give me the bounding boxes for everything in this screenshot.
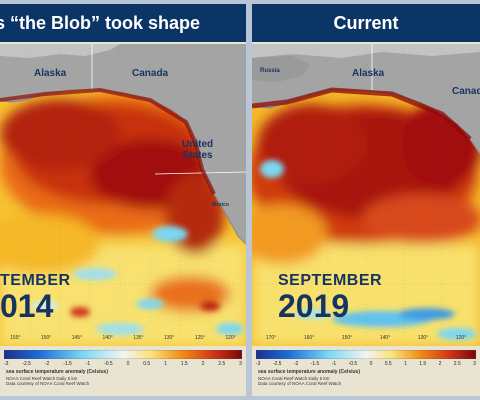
caption-line: NOAA Coral Reef Watch Daily 5 km: [258, 375, 330, 381]
cbar-tick: 2: [438, 361, 442, 367]
cbar-tick: -1: [85, 361, 91, 367]
label-alaska: Alaska: [352, 68, 385, 79]
lon-tick: 135°: [133, 335, 144, 341]
label-canada: Canada: [132, 68, 169, 79]
panel-2014: s “the Blob” took shape: [0, 4, 246, 396]
cbar-tick: -2.5: [272, 361, 282, 367]
lon-tick: 140°: [102, 335, 113, 341]
lon-tick: 140°: [379, 335, 391, 341]
month-label: SEPTEMBER: [278, 272, 383, 289]
lon-tick: 130°: [163, 335, 175, 341]
caption-line: NOAA Coral Reef Watch Daily 5 km: [6, 375, 78, 381]
lon-tick: 170°: [265, 335, 277, 341]
label-alaska: Alaska: [34, 68, 67, 79]
label-united-states: United States: [182, 139, 214, 161]
panel-2019: Current: [252, 4, 480, 396]
map-caption: sea surface temperature anomaly (Celsius…: [6, 369, 240, 387]
cbar-tick: -3: [256, 361, 261, 367]
cbar-tick: -1.5: [63, 361, 72, 367]
cbar-tick: -1.5: [310, 361, 320, 367]
year-label: 2019: [278, 288, 350, 324]
cbar-tick: -2: [44, 361, 50, 367]
caption-title: sea surface temperature anomaly (Celsius…: [6, 369, 108, 375]
sst-anomaly-map-2019: [252, 44, 480, 346]
panel-title: Current: [252, 4, 480, 42]
map-caption: sea surface temperature anomaly (Celsius…: [258, 369, 474, 387]
lon-tick: 120°: [455, 335, 467, 341]
lon-tick: 130°: [417, 335, 429, 341]
year-label: 014: [0, 288, 54, 324]
label-mexico: Mexico: [212, 202, 229, 208]
cbar-tick: -2.5: [22, 361, 31, 367]
lon-tick: 155°: [10, 335, 21, 341]
lon-tick: 145°: [71, 335, 83, 341]
cbar-tick: 1.5: [180, 361, 188, 367]
lon-tick: 120°: [225, 335, 236, 341]
cbar-tick: 1.5: [419, 361, 427, 367]
colorbar-ticks: -3 -2.5 -2 -1.5 -1 -0.5 0 0.5 1 1.5 2 2.…: [256, 361, 476, 369]
cbar-tick: 3: [239, 361, 242, 367]
cbar-tick: 2: [201, 361, 205, 367]
cbar-tick: -0.5: [348, 361, 358, 367]
cbar-tick: 0: [369, 361, 373, 367]
cbar-tick: 2.5: [453, 361, 461, 367]
cbar-tick: 3: [473, 361, 476, 367]
cbar-tick: -0.5: [104, 361, 113, 367]
cbar-tick: 0: [126, 361, 130, 367]
panel-title: s “the Blob” took shape: [0, 4, 246, 42]
cbar-tick: 2.5: [218, 361, 226, 367]
cbar-tick: 1: [164, 361, 167, 367]
lon-tick: 125°: [194, 335, 206, 341]
label-canada: Canad: [452, 86, 480, 97]
cbar-tick: 0.5: [384, 361, 392, 367]
caption-line: Data courtesy of NOAA Coral Reef Watch: [258, 381, 342, 386]
sst-anomaly-map-2014: [0, 44, 246, 346]
label-russia: Russia: [260, 68, 280, 74]
colorbar-ticks: -3 -2.5 -2 -1.5 -1 -0.5 0 0.5 1 1.5 2 2.…: [4, 361, 242, 369]
lon-tick: 150°: [341, 335, 353, 341]
month-label: TEMBER: [0, 272, 71, 289]
lon-tick: 150°: [40, 335, 52, 341]
cbar-tick: -1: [331, 361, 337, 367]
longitude-ticks: 170° 160° 150° 140° 130° 120°: [252, 335, 480, 345]
lon-tick: 160°: [303, 335, 315, 341]
longitude-ticks: 155° 150° 145° 140° 135° 130° 125° 120°: [0, 335, 246, 345]
cbar-tick: -2: [293, 361, 299, 367]
cbar-tick: 0.5: [143, 361, 151, 367]
colorbar: [256, 350, 476, 359]
cbar-tick: 1: [404, 361, 407, 367]
cbar-tick: -3: [4, 361, 9, 367]
caption-line: Data courtesy of NOAA Coral Reef Watch: [6, 381, 90, 386]
colorbar: [4, 350, 242, 359]
caption-title: sea surface temperature anomaly (Celsius…: [258, 369, 360, 375]
